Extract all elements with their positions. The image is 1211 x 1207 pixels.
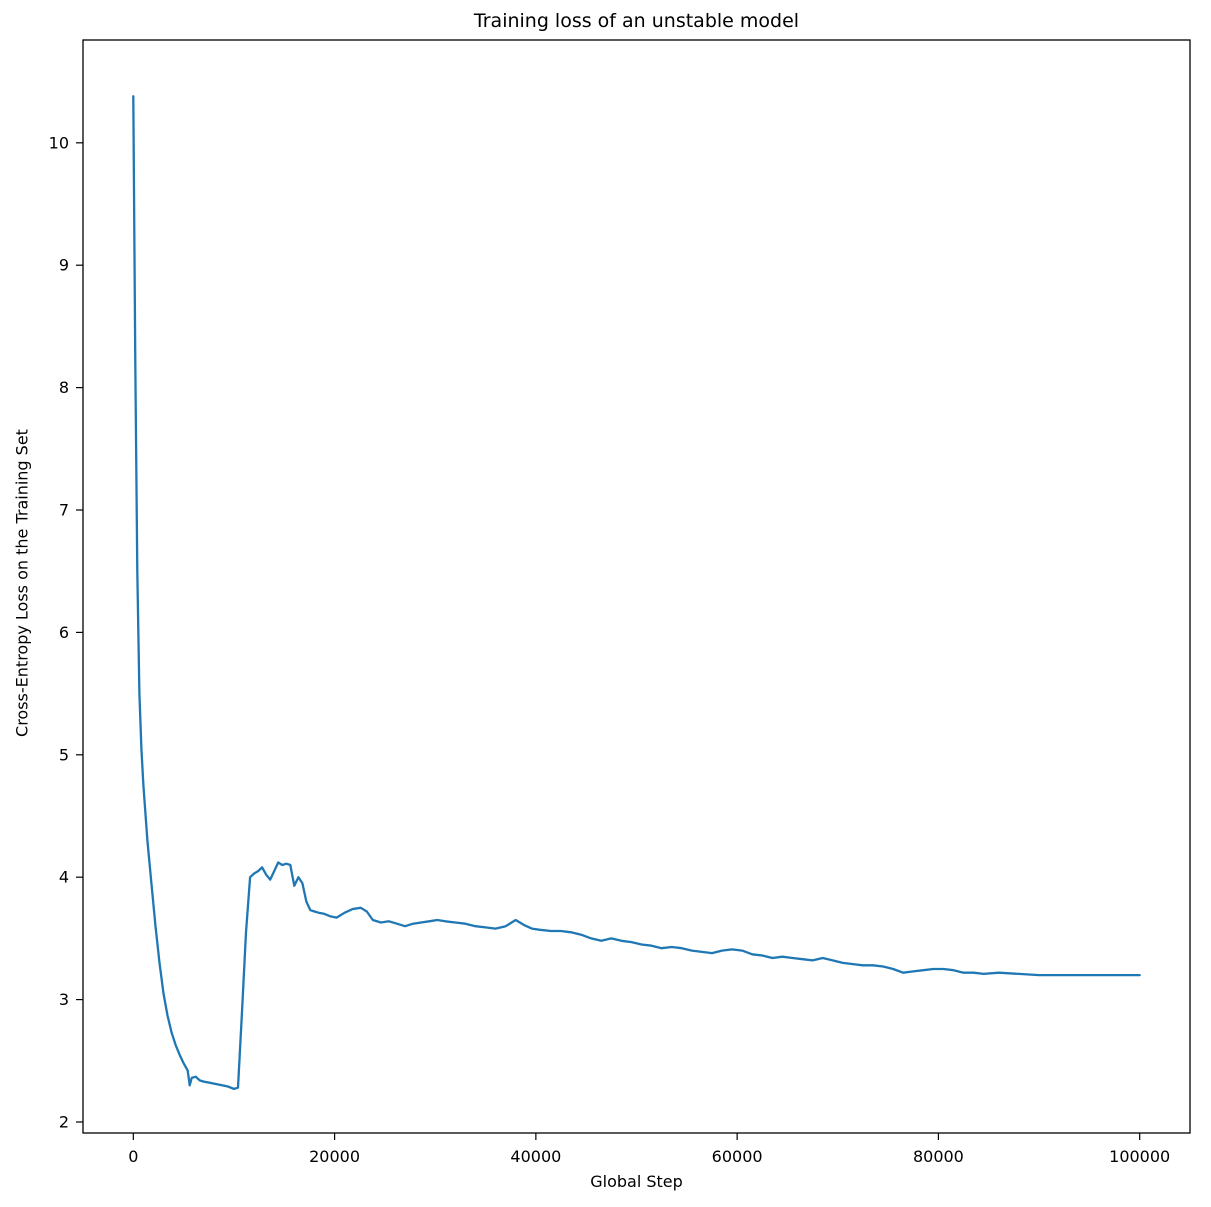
y-tick-label: 9: [59, 256, 69, 275]
y-tick-label: 8: [59, 378, 69, 397]
y-tick-label: 7: [59, 501, 69, 520]
y-tick-label: 3: [59, 990, 69, 1009]
x-tick-label: 0: [128, 1147, 138, 1166]
y-tick-label: 2: [59, 1112, 69, 1131]
y-tick-label: 10: [49, 133, 69, 152]
x-tick-label: 80000: [913, 1147, 964, 1166]
y-tick-label: 5: [59, 745, 69, 764]
y-tick-label: 6: [59, 623, 69, 642]
chart-title: Training loss of an unstable model: [473, 10, 800, 32]
loss-curve: [132, 95, 1141, 1091]
x-tick-label: 100000: [1109, 1147, 1170, 1166]
x-tick-label: 20000: [309, 1147, 360, 1166]
y-axis-label: Cross-Entropy Loss on the Training Set: [12, 429, 32, 737]
x-tick-label: 60000: [712, 1147, 763, 1166]
x-tick-label: 40000: [510, 1147, 561, 1166]
y-tick-label: 4: [59, 868, 69, 887]
plot-border: [82, 39, 1191, 1134]
x-axis-label: Global Step: [590, 1172, 683, 1191]
